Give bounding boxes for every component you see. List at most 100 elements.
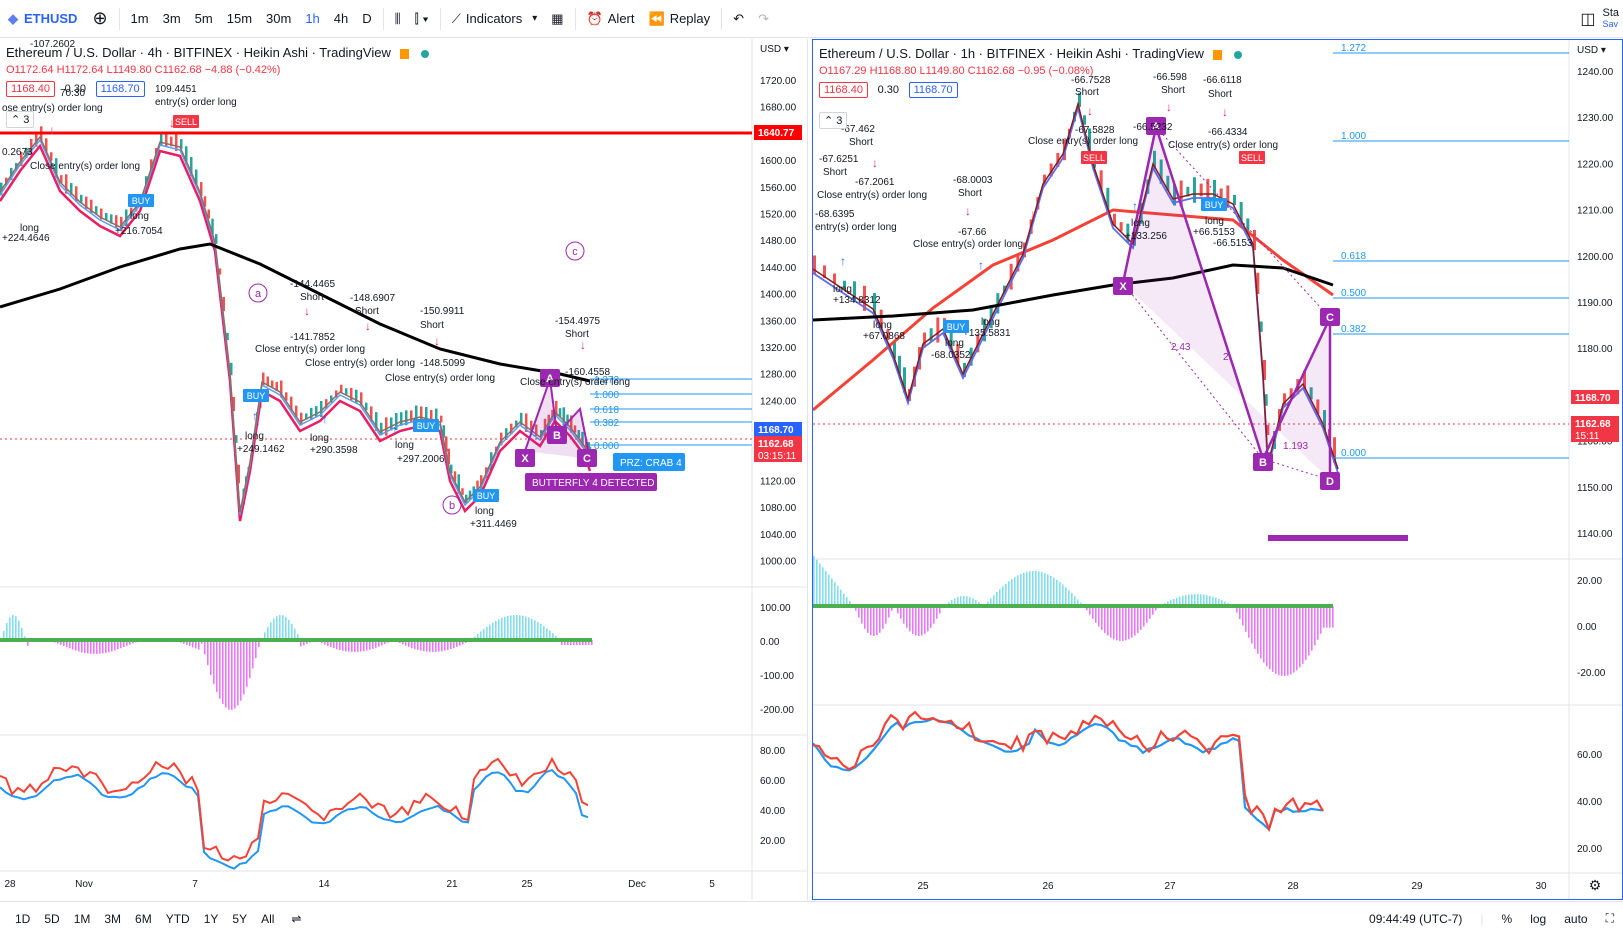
pattern-point-label: C <box>1326 312 1334 324</box>
trade-annotation: -67.2061 <box>855 177 895 188</box>
interval-5m[interactable]: 5m <box>194 11 213 26</box>
macd-axis-label: -100.00 <box>760 671 794 682</box>
macd-bar <box>996 592 998 606</box>
interval-1h[interactable]: 1h <box>305 11 320 26</box>
compare-symbol-icon[interactable]: ⊕ <box>92 8 108 28</box>
macd-bar <box>1173 598 1175 606</box>
candle <box>295 405 298 418</box>
long-arrow-icon: ↑ <box>252 409 258 423</box>
price-axis-label: 1180.00 <box>1577 344 1613 355</box>
auto-toggle[interactable]: auto <box>1564 911 1588 926</box>
interval-15m[interactable]: 15m <box>226 11 253 26</box>
trade-annotation: -66.7528 <box>1071 75 1111 86</box>
macd-bar <box>81 640 83 653</box>
macd-bar <box>129 640 131 645</box>
bar-style-icon[interactable]: ⫼ <box>394 10 401 26</box>
percent-toggle[interactable]: % <box>1501 911 1513 926</box>
alert-button[interactable]: ⏰ Alert <box>580 0 642 38</box>
candle <box>320 400 323 418</box>
macd-bar <box>531 618 533 640</box>
price-axis-label: 1210.00 <box>1577 206 1614 217</box>
range-5d[interactable]: 5D <box>44 911 60 926</box>
layout-icon[interactable]: ▦ <box>551 10 564 26</box>
ask-price-tag <box>754 422 802 436</box>
chart-panel-left[interactable]: USD ▾1720.001680.001640.001600.001560.00… <box>0 39 808 900</box>
macd-bar <box>1290 606 1292 675</box>
candle <box>1333 437 1336 463</box>
clock[interactable]: 09:44:49 (UTC-7) <box>1369 911 1463 926</box>
range-all[interactable]: All <box>261 911 275 926</box>
right-chart-canvas[interactable]: USD ▾ 1240.00 1230.00 1220.00 1210.00 1200.00… <box>813 40 1622 899</box>
macd-bar <box>879 606 881 633</box>
macd-bar <box>537 622 539 640</box>
interval-1m[interactable]: 1m <box>130 11 149 26</box>
log-toggle[interactable]: log <box>1530 911 1547 926</box>
range-1d[interactable]: 1D <box>15 911 31 926</box>
left-chart-canvas[interactable]: USD ▾1720.001680.001640.001600.001560.00… <box>0 39 808 900</box>
indicators-button[interactable]: ⟋ Indicators ▾ <box>445 0 545 38</box>
fullscreen-icon[interactable]: ⛶ <box>1605 911 1614 925</box>
range-1y[interactable]: 1Y <box>203 911 219 926</box>
range-5y[interactable]: 5Y <box>232 911 248 926</box>
symbol-label: ETHUSD <box>24 11 78 26</box>
trade-annotation: long <box>1205 216 1224 227</box>
macd-axis-label: -20.00 <box>1577 668 1606 679</box>
flag-icon[interactable] <box>1213 49 1223 60</box>
macd-bar <box>126 640 128 646</box>
candle <box>1099 170 1103 190</box>
ask-price-tag <box>1571 390 1619 404</box>
time-axis-label: 14 <box>318 879 330 890</box>
candle <box>893 341 896 359</box>
short-arrow-icon: ↓ <box>1222 105 1228 119</box>
layout-split-icon[interactable]: ◫ <box>1580 10 1596 28</box>
range-3m[interactable]: 3M <box>104 911 122 926</box>
macd-bar <box>1326 606 1328 628</box>
chart-panel-right[interactable]: USD ▾ 1240.00 1230.00 1220.00 1210.00 1200.00… <box>812 39 1623 900</box>
interval-3m[interactable]: 3m <box>162 11 181 26</box>
trade-annotation: Short <box>1161 85 1185 96</box>
sell-price-button[interactable]: 1168.40 <box>819 82 868 98</box>
range-1m[interactable]: 1M <box>73 911 91 926</box>
candle <box>120 216 123 232</box>
undo-icon[interactable]: ↶ <box>733 10 745 26</box>
price-axis-label: 1520.00 <box>760 210 797 221</box>
macd-bar <box>900 606 902 619</box>
macd-bar <box>345 640 347 652</box>
trade-annotation: -68.0003 <box>953 175 993 186</box>
indicator-count[interactable]: ⌃ 3 <box>819 112 848 129</box>
pattern-point-box <box>1320 472 1340 490</box>
replay-button[interactable]: ⏪ Replay <box>642 0 718 38</box>
interval-4h[interactable]: 4h <box>333 11 349 26</box>
interval-30m[interactable]: 30m <box>266 11 292 26</box>
sell-price-button[interactable]: 1168.40 <box>6 81 55 97</box>
macd-bar <box>522 615 524 640</box>
candle <box>237 464 240 484</box>
trade-annotation: -148.5099 <box>420 358 465 369</box>
macd-bar <box>939 606 941 614</box>
buy-price-button[interactable]: 1168.70 <box>908 82 958 98</box>
trade-annotation: -67.66 <box>958 227 987 238</box>
symbol-search[interactable]: ◆ ETHUSD <box>0 11 85 27</box>
close-value: C1162.68 <box>154 64 202 76</box>
macd-bar <box>330 640 332 648</box>
buy-price-button[interactable]: 1168.70 <box>95 81 145 97</box>
candle <box>1083 115 1086 125</box>
macd-bar <box>288 619 290 640</box>
butterfly-label-box <box>525 473 657 491</box>
pattern-point-label: C <box>583 453 591 465</box>
candle <box>55 158 58 178</box>
trade-annotation: Close entry(s) order long <box>1168 140 1278 151</box>
interval-D[interactable]: D <box>362 11 372 26</box>
range-ytd[interactable]: YTD <box>165 911 190 926</box>
macd-bar <box>1212 596 1214 606</box>
candle-style-icon[interactable]: ⫿ ▾ <box>414 10 429 26</box>
signal-tag-text: SELL <box>175 117 197 127</box>
save-area[interactable]: Sta Sav <box>1602 6 1623 30</box>
flag-icon[interactable] <box>400 48 410 59</box>
redo-icon[interactable]: ↷ <box>758 10 769 26</box>
save-label: Sta <box>1602 6 1619 19</box>
indicator-count[interactable]: ⌃ 3 <box>6 111 35 128</box>
candle <box>170 136 173 147</box>
goto-date-icon[interactable]: ⇌ <box>291 911 302 926</box>
range-6m[interactable]: 6M <box>135 911 152 926</box>
